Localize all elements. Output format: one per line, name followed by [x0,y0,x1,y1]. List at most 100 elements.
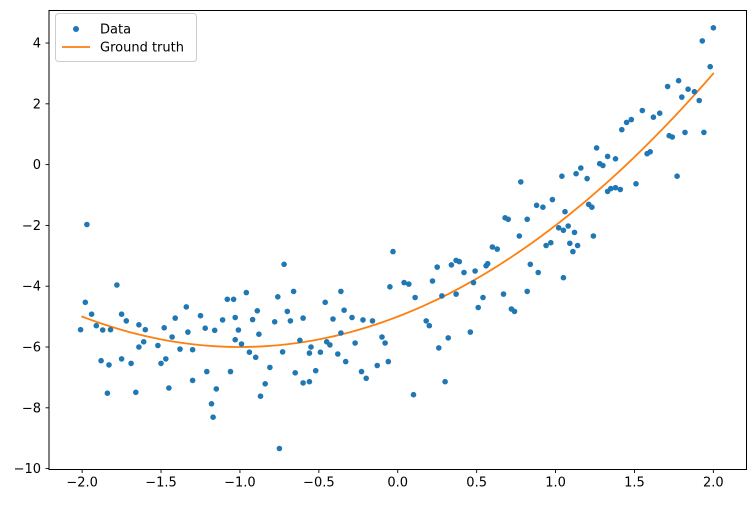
data-point [650,114,657,120]
data-point [406,281,412,287]
data-point [682,129,688,136]
data-point [511,308,518,315]
data-point [560,227,567,234]
x-tick-label: −1.0 [224,476,256,491]
data-point [600,162,606,169]
data-point [484,260,491,267]
data-point [612,184,619,191]
data-point [439,293,445,299]
data-point [77,326,84,333]
data-point [254,308,261,314]
data-point [679,94,685,100]
data-point [308,344,314,350]
data-point [589,204,595,210]
data-point [543,242,549,249]
data-point [155,342,161,349]
data-point [271,319,278,325]
data-point [252,354,259,361]
data-point [590,233,597,239]
data-point [140,339,147,345]
data-point [230,296,237,303]
y-tick-label: −10 [14,462,41,477]
data-point [219,317,226,323]
data-point [227,368,234,375]
data-point [189,377,196,384]
data-point [475,304,482,311]
data-point [267,364,273,371]
data-point [623,119,630,126]
data-point [276,445,283,452]
data-point [235,327,242,333]
data-point [516,233,523,239]
data-point [436,345,442,351]
data-point [341,307,347,314]
data-point [628,116,635,123]
data-point [287,318,294,324]
data-point [163,356,169,362]
data-point [281,261,287,268]
data-point [352,340,358,346]
data-point [312,367,319,374]
data-point [567,240,573,247]
data-point [189,346,196,353]
data-point [410,391,417,398]
data-point [445,335,452,341]
data-point [123,318,130,324]
x-tick-label: 1.0 [545,476,566,491]
data-point [524,288,530,295]
data-point [453,291,459,297]
plot-area [48,10,747,470]
data-point [494,246,501,252]
data-point [306,378,313,385]
legend-label-data: Data [100,23,131,38]
data-point [249,316,256,323]
data-point [685,86,691,92]
data-point [118,311,125,318]
x-tick-label: −2.0 [66,476,98,491]
data-point [306,350,313,356]
data-point [426,322,433,329]
data-point [211,327,218,334]
data-point [385,358,392,365]
data-point [99,327,106,333]
data-point [93,322,100,329]
x-tick-label: 2.0 [703,476,724,491]
data-point [401,279,407,286]
data-point [461,269,467,276]
data-point [574,242,581,249]
data-point [107,326,114,333]
data-point [338,288,344,295]
data-point [524,216,530,223]
data-point [246,349,253,356]
data-point [290,288,297,295]
data-point [696,97,702,104]
data-point [202,325,208,332]
data-point [639,107,646,114]
data-point [284,308,291,315]
data-point [584,175,590,182]
data-point [429,278,436,284]
data-point [423,318,430,324]
data-point [559,173,565,179]
data-point [208,401,215,407]
data-point [379,334,385,340]
data-point [562,208,568,215]
legend-marker-dot [73,26,79,32]
data-point [297,337,303,344]
data-point [518,179,524,185]
data-point [489,244,496,250]
data-point [472,268,478,274]
data-point [342,358,349,365]
data-point [505,216,512,223]
data-point [275,294,281,300]
ground-truth-curve [81,72,715,348]
scatter-series [77,25,717,452]
data-point [104,390,111,397]
y-tick-label: 2 [33,97,41,112]
data-point [349,314,355,321]
data-point [527,261,534,268]
data-point [177,346,183,352]
data-point [500,291,507,297]
data-point [118,356,125,362]
data-point [279,349,286,355]
